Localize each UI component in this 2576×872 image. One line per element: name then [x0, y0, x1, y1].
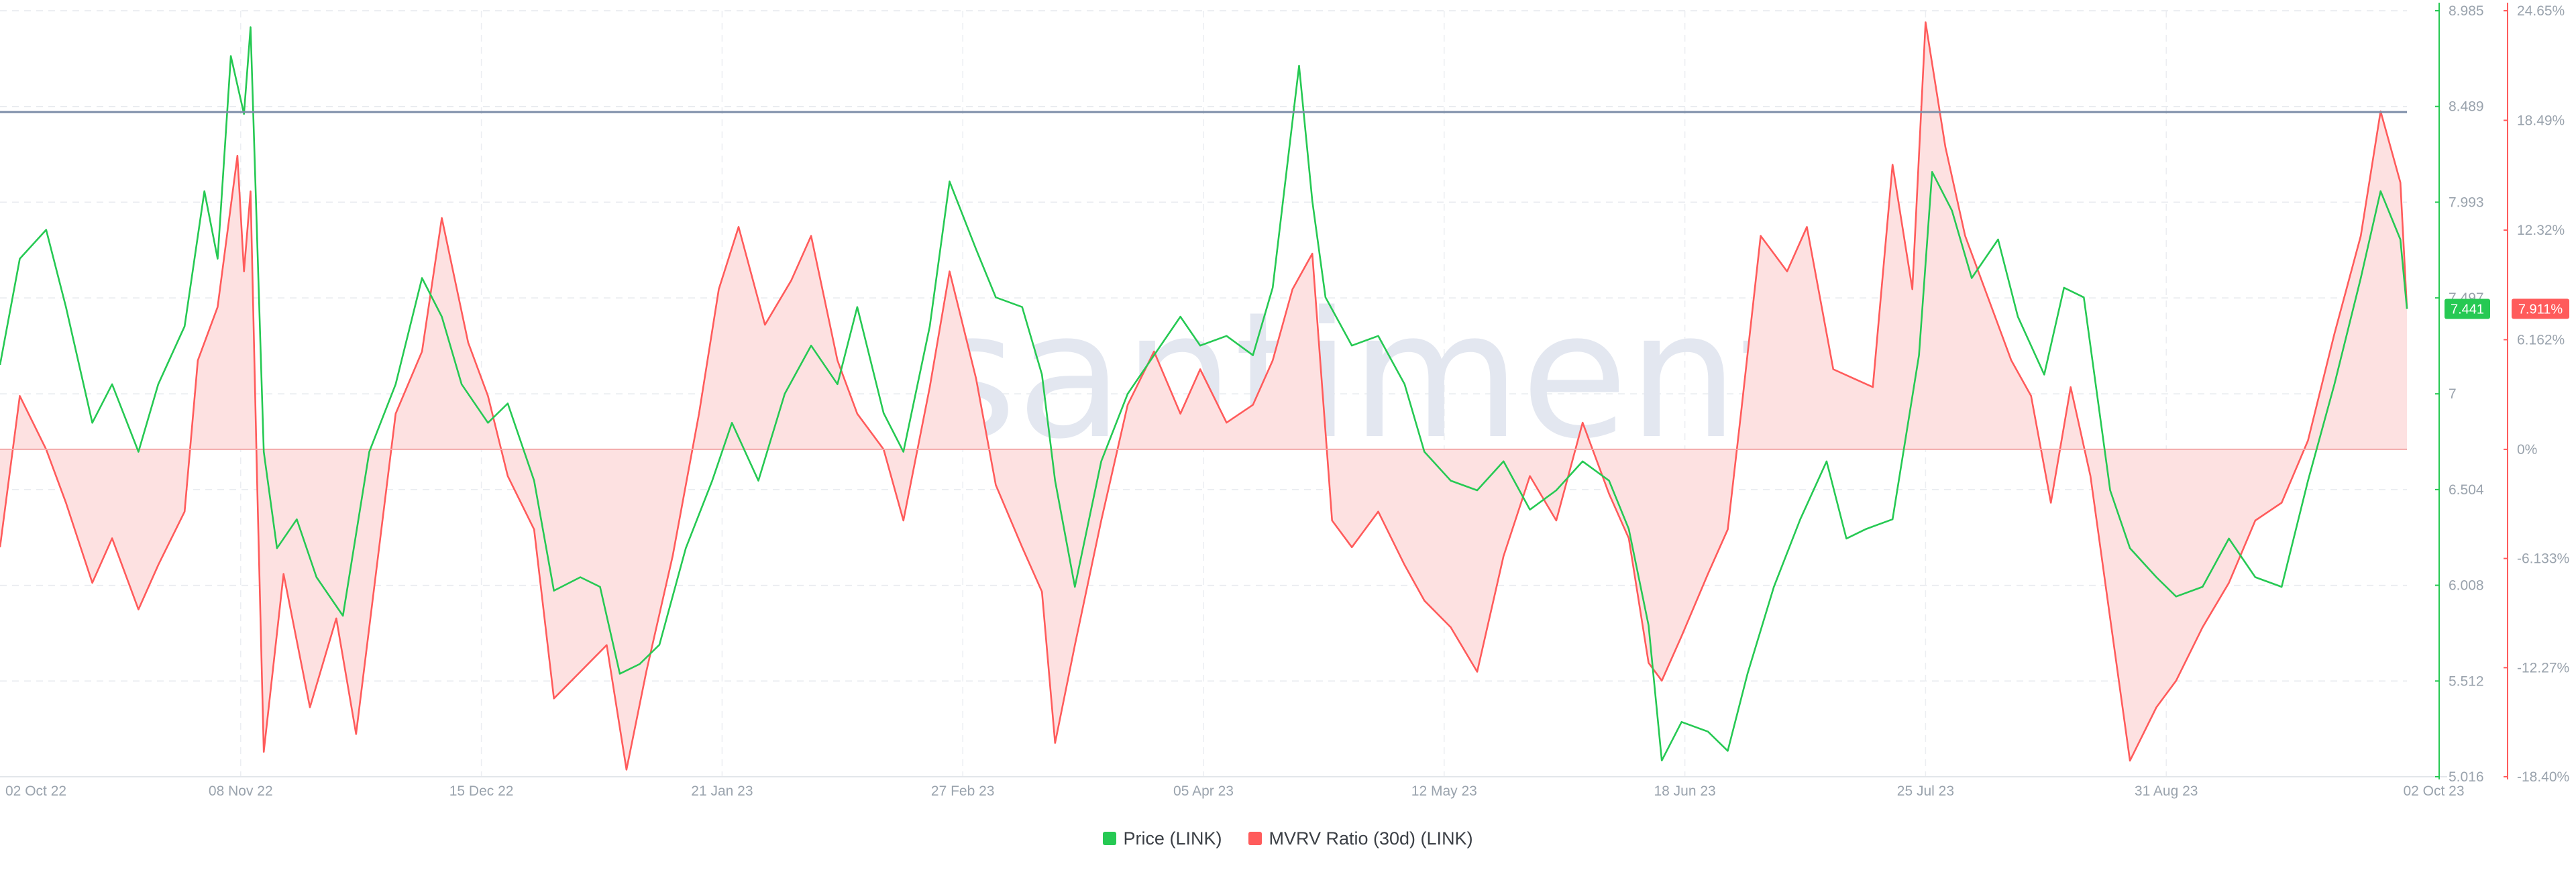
- mvrv-tick-label: 24.65%: [2517, 3, 2565, 19]
- price-tick-label: 8.489: [2449, 99, 2484, 115]
- x-tick-label: 25 Jul 23: [1897, 783, 1954, 799]
- mvrv-tick-label: 0%: [2517, 442, 2537, 457]
- legend-item-price[interactable]: Price (LINK): [1103, 828, 1222, 849]
- price-series-layer: [0, 26, 2408, 762]
- mvrv-tick-label: 18.49%: [2517, 113, 2565, 128]
- price-tick-label: 7: [2449, 386, 2457, 402]
- mvrv-series-layer: [0, 21, 2408, 771]
- mvrv-tick-label: 6.162%: [2517, 332, 2565, 347]
- price-tick-label: 8.985: [2449, 3, 2484, 19]
- price-tick-label: 7.993: [2449, 195, 2484, 210]
- price-tick-label: 6.504: [2449, 482, 2484, 498]
- mvrv-axis-ticks: 24.65% 18.49% 12.32% 6.162% 0% -6.133% -12.27%…: [2504, 3, 2569, 785]
- x-tick-label: 27 Feb 23: [931, 783, 995, 799]
- legend-label-mvrv: MVRV Ratio (30d) (LINK): [1269, 828, 1473, 849]
- current-price-badge-text: 7.441: [2451, 303, 2484, 317]
- x-tick-label: 02 Oct 23: [2403, 783, 2464, 799]
- watermark: santiment: [926, 275, 1807, 478]
- x-tick-label: 18 Jun 23: [1654, 783, 1715, 799]
- price-tick-label: 5.512: [2449, 673, 2484, 689]
- x-tick-label: 05 Apr 23: [1173, 783, 1234, 799]
- legend-label-price: Price (LINK): [1123, 828, 1222, 849]
- legend-swatch-mvrv: [1248, 832, 1263, 845]
- mvrv-tick-label: -18.40%: [2517, 769, 2569, 785]
- mvrv-area: [0, 22, 2407, 770]
- chart: santiment 02 Oct 22 08 Nov 22 15 Dec 22 21 …: [0, 3, 2569, 799]
- x-tick-label: 21 Jan 23: [691, 783, 753, 799]
- chart-axes: [0, 3, 2508, 779]
- current-mvrv-badge: [2512, 298, 2569, 319]
- x-tick-label: 15 Dec 22: [449, 783, 514, 799]
- price-line: [0, 26, 2408, 762]
- x-tick-label: 31 Aug 23: [2135, 783, 2198, 799]
- mvrv-tick-label: -12.27%: [2517, 660, 2569, 675]
- price-tick-label: 6.008: [2449, 578, 2484, 594]
- x-tick-label: 12 May 23: [1411, 783, 1477, 799]
- price-axis-ticks: 8.9858.4897.9937.49776.5046.0085.5125.01…: [2435, 3, 2484, 785]
- price-tick-label: 5.016: [2449, 769, 2484, 785]
- mvrv-tick-label: 12.32%: [2517, 223, 2565, 238]
- x-tick-label: 08 Nov 22: [209, 783, 273, 799]
- current-mvrv-badge-text: 7.911%: [2518, 302, 2563, 317]
- current-value-badges: 7.441 7.911%: [2445, 298, 2569, 319]
- x-tick-label: 02 Oct 22: [5, 783, 66, 799]
- legend-item-mvrv[interactable]: MVRV Ratio (30d) (LINK): [1248, 828, 1473, 849]
- x-axis-ticks: 02 Oct 22 08 Nov 22 15 Dec 22 21 Jan 23 27 F…: [5, 783, 2465, 799]
- mvrv-tick-label: -6.133%: [2517, 551, 2569, 567]
- current-price-badge: [2445, 298, 2490, 319]
- mvrv-line: [0, 21, 2408, 771]
- legend: Price (LINK) MVRV Ratio (30d) (LINK): [0, 825, 2576, 852]
- legend-swatch-price: [1103, 832, 1117, 845]
